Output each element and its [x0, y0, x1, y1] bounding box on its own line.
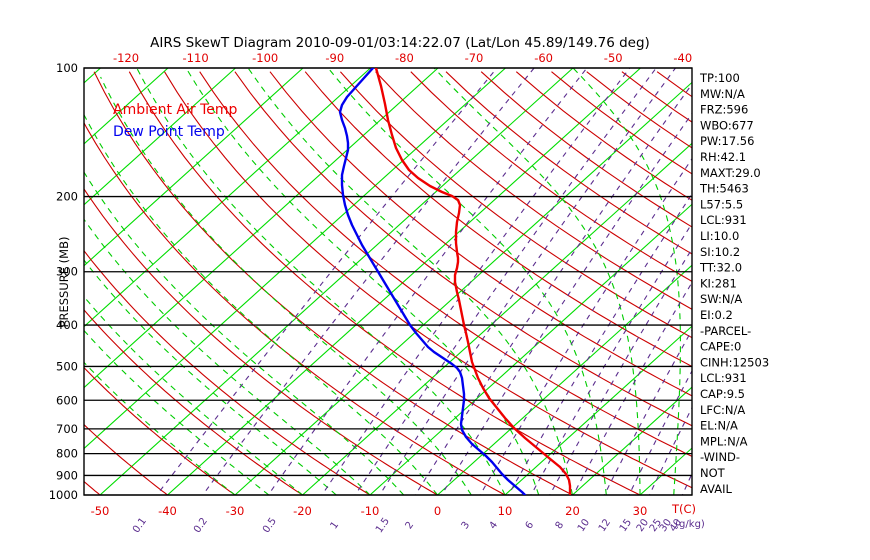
sounding-index-15: EI:0.2 [700, 308, 733, 322]
top-temp-tick--110: -110 [183, 51, 209, 65]
top-temp-tick--40: -40 [673, 51, 692, 65]
legend-dew-point-temp: Dew Point Temp [113, 124, 225, 140]
sounding-index-18: CINH:12503 [700, 355, 769, 369]
pressure-tick-500: 500 [56, 359, 78, 373]
pressure-tick-200: 200 [56, 190, 78, 204]
bottom-temp-tick--10: -10 [361, 504, 380, 518]
sounding-index-14: SW:N/A [700, 292, 742, 306]
sounding-index-25: NOT [700, 466, 726, 480]
plot-frame [83, 67, 693, 496]
pressure-tick-800: 800 [56, 447, 78, 461]
sounding-index-23: MPL:N/A [700, 434, 748, 448]
ambient-air-temp-trace [374, 68, 572, 495]
bottom-temp-tick--40: -40 [158, 504, 177, 518]
mixing-ratio-tick-3: 3 [460, 520, 473, 532]
bottom-temp-tick-10: 10 [498, 504, 513, 518]
top-temp-tick--90: -90 [325, 51, 344, 65]
bottom-temp-tick--50: -50 [91, 504, 110, 518]
top-temp-tick--70: -70 [465, 51, 484, 65]
x-axis-title-mix: (g/kg) [675, 519, 705, 530]
background-grid-lines [84, 68, 692, 495]
top-temp-tick--80: -80 [395, 51, 414, 65]
pressure-tick-300: 300 [56, 265, 78, 279]
sounding-index-0: TP:100 [699, 71, 740, 85]
mixing-ratio-tick-6: 6 [524, 520, 537, 532]
pressure-tick-600: 600 [56, 393, 78, 407]
bottom-temp-tick-20: 20 [565, 504, 580, 518]
bottom-temp-tick-30: 30 [633, 504, 648, 518]
sounding-index-4: PW:17.56 [700, 134, 754, 148]
top-temp-tick--50: -50 [604, 51, 623, 65]
sounding-index-9: LCL:931 [700, 213, 747, 227]
sounding-index-2: FRZ:596 [700, 103, 748, 117]
bottom-temp-tick-0: 0 [434, 504, 441, 518]
sounding-index-19: LCL:931 [700, 371, 747, 385]
sounding-index-6: MAXT:29.0 [700, 166, 761, 180]
top-temp-tick--120: -120 [113, 51, 139, 65]
bottom-temp-tick--20: -20 [293, 504, 312, 518]
sounding-index-16: -PARCEL- [700, 324, 751, 338]
sounding-index-10: LI:10.0 [700, 229, 739, 243]
sounding-index-11: SI:10.2 [700, 245, 740, 259]
sounding-index-22: EL:N/A [700, 419, 738, 433]
pressure-tick-1000: 1000 [49, 488, 78, 502]
pressure-tick-400: 400 [56, 318, 78, 332]
sounding-index-3: WBO:677 [700, 118, 754, 132]
x-axis-title-temp: T(C) [671, 502, 696, 516]
sounding-index-12: TT:32.0 [699, 261, 742, 275]
y-axis-title: PRESSURE (MB) [57, 237, 71, 328]
pressure-tick-100: 100 [56, 61, 78, 75]
bottom-temp-tick--30: -30 [226, 504, 245, 518]
sounding-index-8: L57:5.5 [700, 197, 743, 211]
mixing-ratio-tick-1: 1 [329, 520, 342, 532]
mixing-ratio-tick-2: 2 [404, 520, 417, 532]
sounding-index-1: MW:N/A [700, 87, 745, 101]
sounding-index-26: AVAIL [700, 482, 733, 496]
top-temp-tick--60: -60 [534, 51, 553, 65]
sounding-index-20: CAP:9.5 [700, 387, 745, 401]
sounding-index-7: TH:5463 [699, 182, 749, 196]
top-temp-tick--100: -100 [252, 51, 278, 65]
pressure-tick-900: 900 [56, 468, 78, 482]
dew-point-temp-trace [338, 68, 527, 495]
sounding-index-21: LFC:N/A [700, 403, 745, 417]
legend-ambient-air-temp: Ambient Air Temp [113, 102, 238, 118]
mixing-ratio-tick-8: 8 [554, 520, 567, 532]
mixing-ratio-tick-4: 4 [488, 520, 501, 532]
sounding-index-24: -WIND- [700, 450, 740, 464]
sounding-index-17: CAPE:0 [700, 340, 741, 354]
pressure-tick-700: 700 [56, 422, 78, 436]
sounding-index-13: KI:281 [700, 276, 737, 290]
page-title: AIRS SkewT Diagram 2010-09-01/03:14:22.0… [150, 35, 650, 51]
sounding-index-5: RH:42.1 [700, 150, 746, 164]
data-traces [338, 68, 572, 495]
